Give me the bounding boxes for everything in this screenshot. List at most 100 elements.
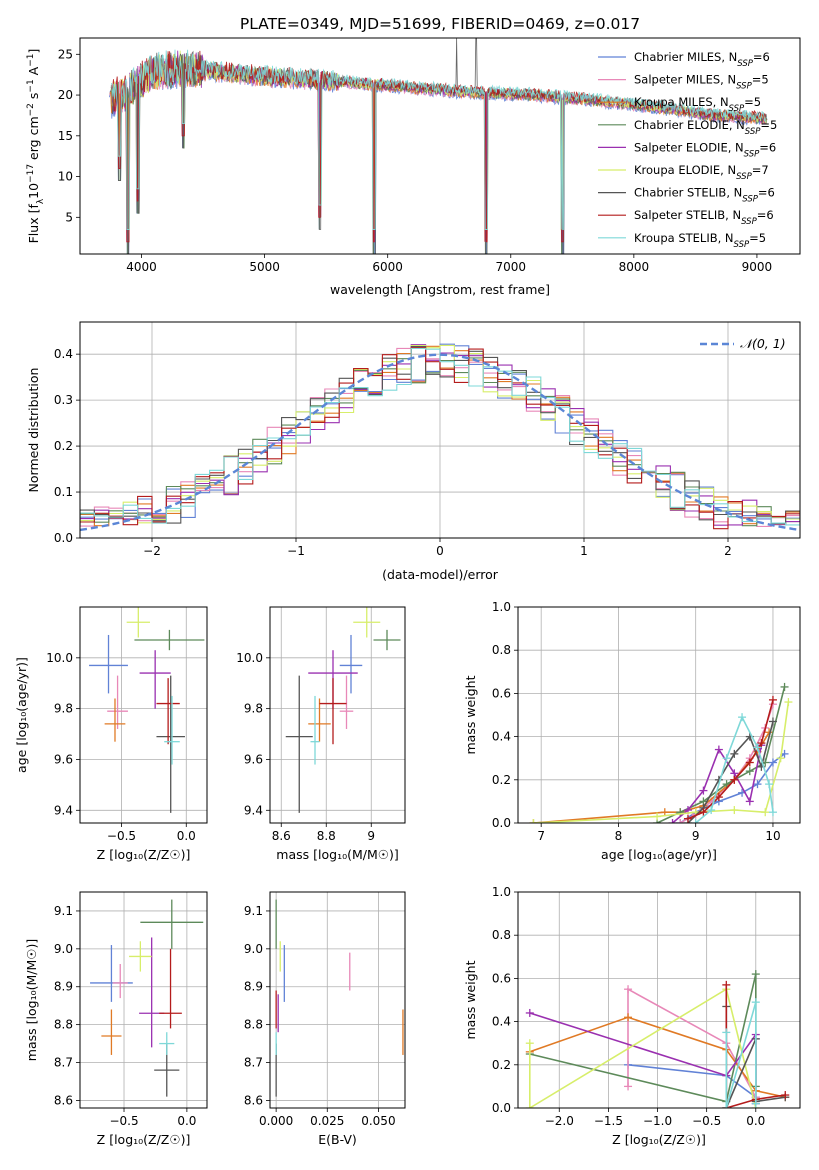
- weight-marker: [784, 698, 793, 707]
- x-tick-label: 1: [580, 544, 588, 558]
- y-tick-label: 9.4: [244, 803, 263, 817]
- normal-curve: [80, 353, 800, 532]
- plot-area: [529, 682, 793, 823]
- y-tick-label: 0.4: [492, 1015, 511, 1029]
- x-axis-label: mass [log₁₀(M/M☉)]: [276, 847, 398, 862]
- x-tick-label: 5000: [249, 260, 280, 274]
- legend-label: 𝒩(0, 1): [740, 336, 786, 351]
- y-tick-label: 0.2: [54, 439, 73, 453]
- weight-marker: [722, 980, 731, 989]
- x-tick-label: 8000: [619, 260, 650, 274]
- weight-marker: [757, 739, 766, 748]
- weight-marker: [676, 808, 685, 817]
- figure-title: PLATE=0349, MJD=51699, FIBERID=0469, z=0…: [240, 15, 640, 33]
- y-tick-label: 8.7: [54, 1056, 73, 1070]
- axes-frame: [79, 321, 801, 539]
- x-tick-label: 7: [537, 829, 545, 843]
- weight-marker: [730, 775, 739, 784]
- weight-marker: [745, 797, 754, 806]
- grid: [80, 607, 207, 823]
- x-tick-label: 0.0: [177, 1114, 196, 1128]
- y-tick-label: 1.0: [492, 885, 511, 899]
- axes: 7 8 9 10 0.0 0.2 0.4 0.6 0.8 1.0 age [log₁₀(age/yr…: [463, 600, 801, 862]
- x-axis-label: Z [log₁₀(Z/Z☉)]: [612, 1132, 706, 1147]
- y-tick-label: 0.2: [492, 1058, 511, 1072]
- y-tick-label: 8.8: [244, 1018, 263, 1032]
- axes-frame: [269, 891, 406, 1109]
- errorbar-point: [140, 899, 204, 949]
- y-tick-label: 0.0: [492, 1101, 511, 1115]
- x-axis-label: (data-model)/error: [382, 567, 499, 582]
- plot-area: [80, 343, 800, 532]
- axes-frame: [517, 606, 801, 824]
- weight-marker: [653, 812, 662, 821]
- errorbar-point: [308, 698, 331, 742]
- weight-marker: [730, 806, 739, 815]
- weight-marker: [751, 970, 760, 979]
- y-tick-label: 10.0: [236, 651, 263, 665]
- weight-marker: [624, 985, 633, 994]
- weight-marker: [751, 998, 760, 1007]
- y-tick-label: 8.7: [244, 1056, 263, 1070]
- errorbar-point: [373, 629, 401, 651]
- chart-age-vs-Z: −0.5 0.0 9.4 9.6 9.8 10.0 Z [log₁₀(Z/Z☉)] age […: [14, 606, 208, 862]
- y-tick-label: 9.6: [244, 752, 263, 766]
- y-tick-label: 0.2: [492, 773, 511, 787]
- weight-marker: [751, 1099, 760, 1108]
- weight-marker: [761, 808, 770, 817]
- axes: 0.000 0.025 0.050 8.6 8.7 8.8 8.9 9.0 9.1 E(B-V): [244, 891, 406, 1147]
- errorbar-point: [339, 634, 363, 694]
- y-axis-label: Normed distribution: [26, 368, 41, 493]
- spectrum-line-kroupa-stelib: [111, 49, 767, 230]
- chart-age-vs-mass: 8.6 8.8 9 9.4 9.6 9.8 10.0 mass [log₁₀(M/M☉)]: [236, 606, 406, 862]
- errorbar-point: [159, 948, 182, 1029]
- weight-marker: [624, 1082, 633, 1091]
- y-axis-label: mass [log₁₀(M/M☉)]: [24, 939, 39, 1061]
- x-tick-label: −1.5: [594, 1114, 623, 1128]
- histogram-kroupa-stelib: [80, 347, 800, 526]
- plot-area: [89, 607, 205, 813]
- y-tick-label: 8.8: [54, 1018, 73, 1032]
- x-tick-label: 6000: [372, 260, 403, 274]
- x-axis-label: age [log₁₀(age/yr)]: [601, 847, 717, 862]
- errorbar-point: [319, 678, 347, 745]
- y-tick-label: 9.6: [54, 752, 73, 766]
- x-tick-label: 8: [615, 829, 623, 843]
- x-tick-label: 0: [436, 544, 444, 558]
- errorbar-point: [107, 675, 128, 729]
- weight-marker: [714, 745, 723, 754]
- axes: −2 −1 0 1 2 0.0 0.1 0.2 0.3 0.4 (data-model)/error…: [26, 321, 801, 582]
- y-tick-label: 9.0: [54, 942, 73, 956]
- y-tick-label: 0.8: [492, 928, 511, 942]
- y-tick-label: 5: [65, 210, 73, 224]
- y-tick-label: 9.8: [244, 702, 263, 716]
- weight-marker: [525, 1104, 534, 1108]
- y-axis-label: mass weight: [463, 960, 478, 1039]
- errorbar-point: [159, 1032, 175, 1055]
- y-tick-label: 0.0: [492, 816, 511, 830]
- x-tick-label: 8.8: [317, 829, 336, 843]
- axes: −0.5 0.0 8.6 8.7 8.8 8.9 9.0 9.1 Z [log₁₀(Z/Z☉)]…: [24, 891, 208, 1147]
- errorbar-point: [310, 695, 320, 765]
- x-tick-label: −2.0: [545, 1114, 574, 1128]
- axes-frame: [269, 606, 406, 824]
- errorbar-point: [129, 941, 152, 972]
- errorbar-point: [156, 678, 180, 745]
- chart-mass-vs-Z: −0.5 0.0 8.6 8.7 8.8 8.9 9.0 9.1 Z [log₁₀(Z/Z☉)]…: [24, 891, 208, 1147]
- errorbar-point: [126, 607, 150, 638]
- weight-marker: [722, 1104, 731, 1108]
- plot-area: [525, 970, 790, 1108]
- errorbar-point: [112, 964, 128, 999]
- axes-frame: [79, 891, 208, 1109]
- plot-area: [109, 38, 768, 254]
- grid: [80, 892, 207, 1108]
- errorbar-point: [164, 695, 180, 765]
- x-tick-label: 0.000: [259, 1114, 293, 1128]
- x-axis-label: wavelength [Angstrom, rest frame]: [330, 282, 550, 297]
- weight-marker: [691, 819, 700, 823]
- y-axis-label: mass weight: [463, 675, 478, 754]
- chart-mass-vs-EBV: 0.000 0.025 0.050 8.6 8.7 8.8 8.9 9.0 9.1 E(B-V): [244, 891, 406, 1147]
- x-tick-label: −0.5: [692, 1114, 721, 1128]
- axes: 8.6 8.8 9 9.4 9.6 9.8 10.0 mass [log₁₀(M/M☉)]: [236, 606, 406, 862]
- weight-marker: [529, 819, 538, 823]
